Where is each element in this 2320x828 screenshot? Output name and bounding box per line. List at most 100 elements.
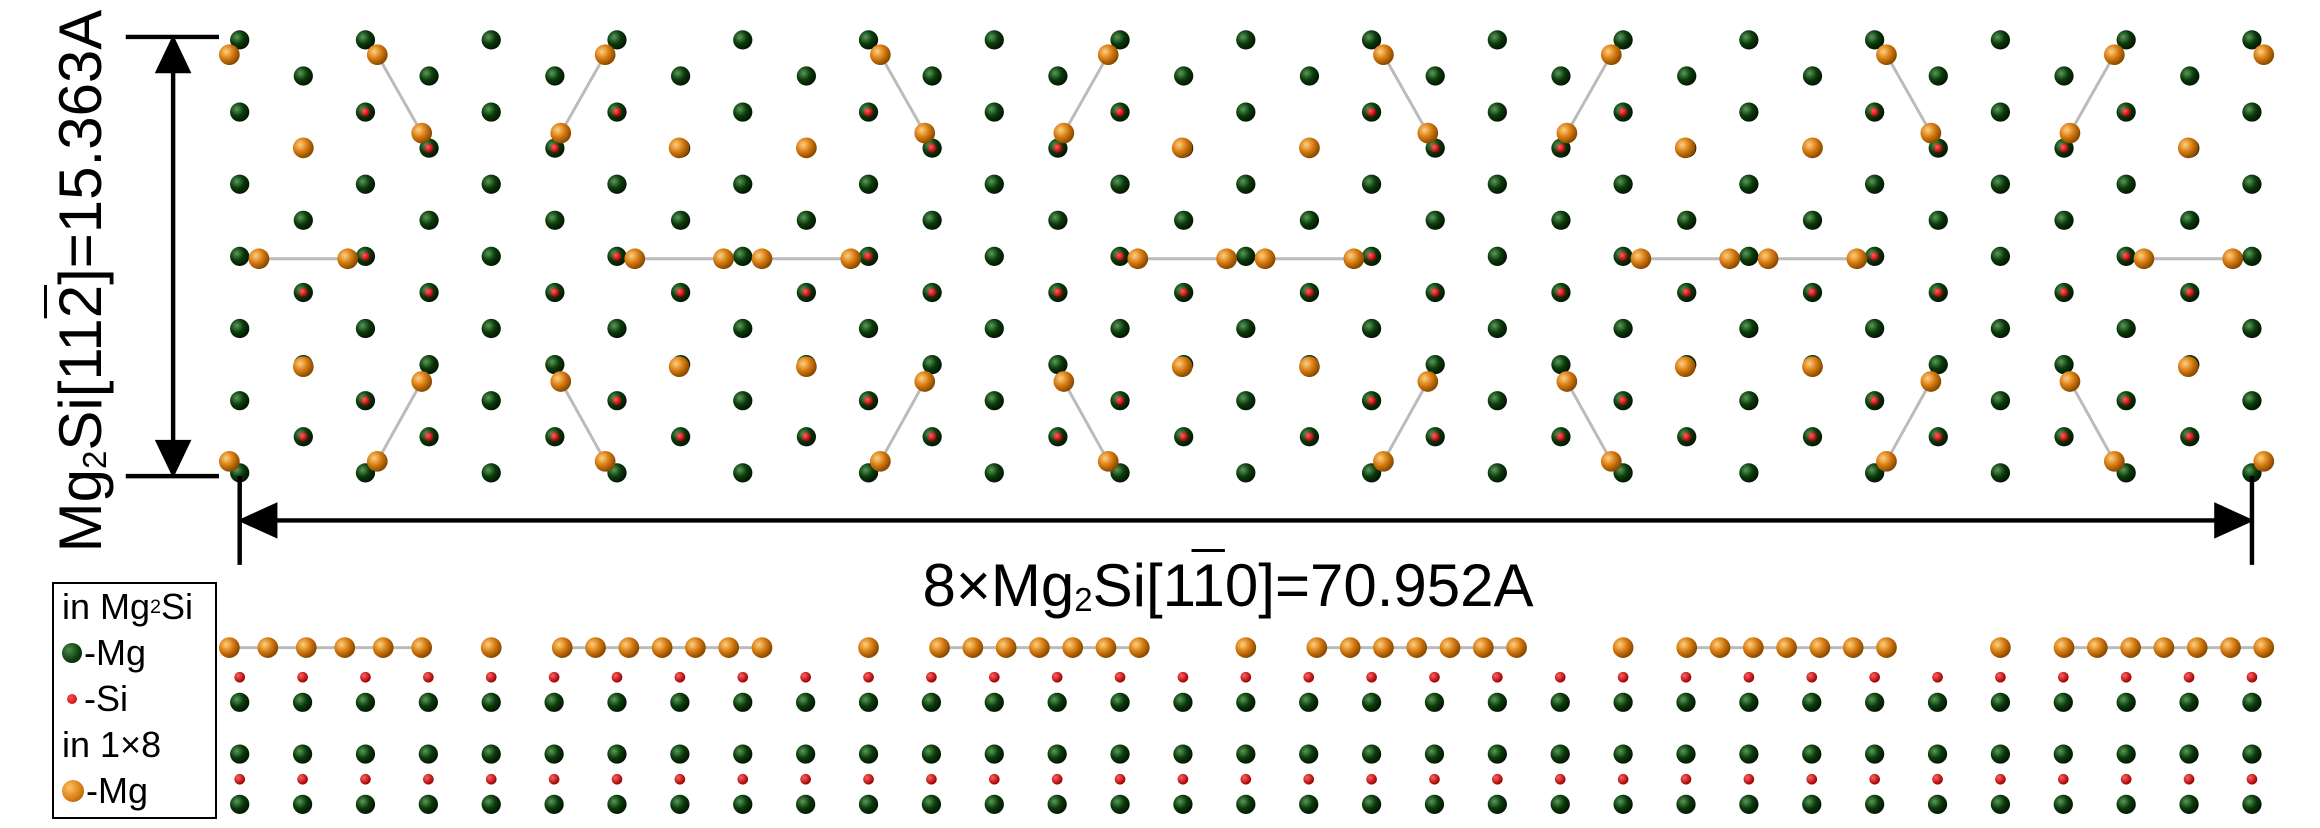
mg-atom [1174, 66, 1193, 85]
bond [1383, 381, 1427, 461]
mg-atom [733, 102, 752, 121]
mg-atom [1426, 211, 1445, 230]
mg-atom [1739, 102, 1758, 121]
si-atom [1367, 108, 1376, 117]
si-atom [1115, 774, 1126, 785]
mg-atom [1991, 744, 2010, 763]
si-atom [550, 288, 559, 297]
mg-atom [1300, 211, 1319, 230]
si-atom [863, 672, 874, 683]
mg-atom [1739, 30, 1758, 49]
label-part: Mg [47, 469, 114, 552]
mg-atom [733, 693, 752, 712]
mg-1x8-atom [618, 637, 639, 658]
mg-atom [1739, 693, 1758, 712]
mg-atom [482, 175, 501, 194]
mg-atom [733, 391, 752, 410]
mg-1x8-atom [1053, 371, 1074, 392]
si-atom [1619, 108, 1628, 117]
si-atom [926, 774, 937, 785]
si-atom [361, 108, 370, 117]
mg-atom [1488, 102, 1507, 121]
mg-atom [922, 693, 941, 712]
mg-atom [1362, 795, 1381, 814]
si-atom [737, 672, 748, 683]
mg-1x8-atom [2087, 637, 2108, 658]
mg-atom [1929, 66, 1948, 85]
mg-1x8-atom [1802, 138, 1823, 159]
mg-1x8-atom [1710, 637, 1731, 658]
mg-atom [985, 744, 1004, 763]
mg-atom [1739, 175, 1758, 194]
mg-1x8-atom [1601, 451, 1622, 472]
si-atom [1870, 252, 1879, 261]
si-atom [2122, 396, 2131, 405]
mg-atom [1048, 693, 1067, 712]
mg-1x8-atom [685, 637, 706, 658]
si-atom [1303, 774, 1314, 785]
legend-item: -Mg [54, 768, 215, 814]
mg-atom [2117, 744, 2136, 763]
mg-atom [1236, 795, 1255, 814]
si-atom [800, 672, 811, 683]
mg-atom [2180, 211, 2199, 230]
mg-atom [356, 744, 375, 763]
si-atom [2060, 432, 2069, 441]
mg-atom [2117, 795, 2136, 814]
si-atom [549, 774, 560, 785]
legend-item: -Si [54, 676, 215, 722]
mg-1x8-atom [550, 123, 571, 144]
si-atom [550, 144, 559, 153]
mg-atom [2179, 744, 2198, 763]
mg-1x8-atom [1096, 637, 1117, 658]
si-atom [1116, 108, 1125, 117]
mg-atom [733, 744, 752, 763]
mg-1x8-atom [1299, 356, 1320, 377]
mg-atom [544, 795, 563, 814]
mg-atom [1110, 795, 1129, 814]
si-atom [1053, 144, 1062, 153]
si-atom [737, 774, 748, 785]
si-atom [613, 252, 622, 261]
mg-1x8-atom [1776, 637, 1797, 658]
legend-icon [62, 780, 84, 802]
mg-atom [482, 30, 501, 49]
si-atom [549, 672, 560, 683]
mg-1x8-atom [296, 637, 317, 658]
si-atom [2121, 774, 2132, 785]
si-atom [1115, 672, 1126, 683]
si-atom [1555, 672, 1566, 683]
mg-atom [482, 319, 501, 338]
bond [880, 381, 924, 461]
mg-1x8-atom [796, 356, 817, 377]
mg-atom [1551, 744, 1570, 763]
mg-1x8-atom [1373, 451, 1394, 472]
mg-1x8-atom [914, 123, 935, 144]
mg-atom [2242, 175, 2261, 194]
si-atom [299, 432, 308, 441]
mg-atom [2179, 693, 2198, 712]
mg-atom [923, 211, 942, 230]
legend: in Mg2Si -Mg -Si in 1×8 -Mg [52, 582, 217, 819]
si-atom [299, 288, 308, 297]
mg-atom [985, 795, 1004, 814]
mg-atom [1110, 693, 1129, 712]
mg-1x8-atom [1675, 138, 1696, 159]
figure: Mg2Si[112]=15.363A 8×Mg2Si[110]=70.952A … [0, 0, 2320, 828]
si-atom [1431, 288, 1440, 297]
mg-1x8-atom [1876, 451, 1897, 472]
mg-atom [859, 795, 878, 814]
mg-atom [1739, 795, 1758, 814]
mg-atom [1991, 693, 2010, 712]
mg-atom [1299, 744, 1318, 763]
mg-atom [1488, 391, 1507, 410]
mg-atom [2054, 693, 2073, 712]
mg-atom [1613, 175, 1632, 194]
mg-atom [1110, 744, 1129, 763]
mg-1x8-atom [1601, 44, 1622, 65]
mg-1x8-atom [1876, 637, 1897, 658]
mg-atom [671, 66, 690, 85]
mg-atom [1551, 795, 1570, 814]
mg-atom [985, 30, 1004, 49]
mg-1x8-atom [219, 451, 240, 472]
